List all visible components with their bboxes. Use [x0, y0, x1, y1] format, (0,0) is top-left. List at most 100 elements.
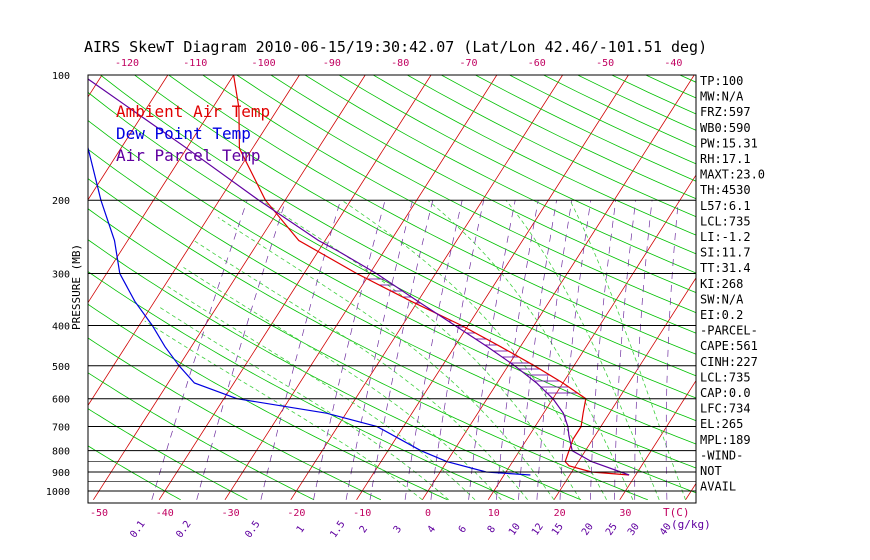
isotherm-line — [356, 75, 629, 501]
mixing-ratio-line — [559, 200, 592, 500]
dry-adiabat-line — [88, 408, 248, 501]
bottom-temp-tick: 0 — [425, 508, 431, 519]
stats-item: LI:-1.2 — [700, 230, 751, 244]
dry-adiabat-line — [134, 75, 696, 377]
legend-entry: Dew Point Temp — [116, 124, 251, 143]
mixing-ratio-line — [496, 200, 539, 500]
moist-adiabat-line — [165, 284, 476, 501]
stats-item: TH:4530 — [700, 183, 751, 197]
mixing-ratio-line — [313, 200, 386, 500]
dry-adiabat-line — [88, 445, 181, 501]
bottom-temp-tick: 10 — [488, 508, 500, 519]
parcel-temp-line — [88, 78, 630, 476]
pressure-tick-label: 200 — [52, 196, 70, 207]
dry-adiabat-line — [441, 75, 696, 200]
dry-adiabat-line — [338, 75, 696, 255]
stats-item: RH:17.1 — [700, 152, 751, 166]
isotherm-line — [619, 379, 696, 501]
pressure-tick-label: 300 — [52, 269, 70, 280]
pressure-tick-label: 600 — [52, 395, 70, 406]
stats-item: CAP:0.0 — [700, 386, 751, 400]
mixing-ratio-label: 0.5 — [243, 519, 262, 540]
mixing-ratio-line — [665, 200, 679, 500]
mixing-ratio-label: 30 — [626, 521, 642, 537]
mixing-ratio-label: 8 — [486, 524, 498, 535]
stats-item: SI:11.7 — [700, 246, 751, 260]
moist-adiabat-line — [217, 217, 555, 501]
stats-item: CAPE:561 — [700, 339, 758, 353]
isotherm-line — [88, 75, 235, 304]
top-temp-tick: -90 — [323, 58, 341, 69]
stats-item: -PARCEL- — [700, 324, 758, 338]
stats-item: MPL:189 — [700, 433, 751, 447]
mixing-ratio-label: 3 — [392, 524, 404, 535]
mixing-ratio-label: 20 — [580, 521, 596, 537]
pressure-tick-label: 900 — [52, 468, 70, 479]
stats-item: WB0:590 — [700, 121, 751, 135]
stats-item: TT:31.4 — [700, 261, 751, 275]
dry-adiabat-line — [88, 239, 582, 501]
dry-adiabat-line — [475, 75, 696, 182]
bottom-temp-tick: -20 — [287, 508, 305, 519]
pressure-tick-label: 700 — [52, 423, 70, 434]
mixing-ratio-label: 0.2 — [174, 519, 193, 540]
mixing-ratio-line — [404, 200, 463, 500]
mixing-ratio-line — [590, 200, 617, 500]
stats-item: PW:15.31 — [700, 136, 758, 150]
pressure-tick-label: 400 — [52, 321, 70, 332]
plot-border — [87, 74, 697, 504]
mixing-ratio-line — [196, 200, 287, 500]
dry-adiabat-line — [88, 208, 648, 501]
mixing-ratio-label: 25 — [604, 521, 620, 537]
moist-adiabat-line — [505, 199, 660, 500]
stats-item: KI:268 — [700, 277, 743, 291]
isotherm-line — [88, 75, 300, 407]
legend: Ambient Air Temp Dew Point Temp Air Parcel… — [116, 102, 270, 165]
mixing-ratio-label: 12 — [530, 521, 546, 537]
dry-adiabat-line — [168, 75, 696, 355]
mixing-ratio-label: 6 — [457, 524, 469, 535]
dry-adiabat-line — [88, 178, 696, 494]
bottom-temp-tick: -40 — [156, 508, 174, 519]
dry-adiabat-line — [202, 75, 696, 334]
moist-adiabat-line — [260, 199, 581, 501]
mixing-ratio-line — [634, 200, 653, 500]
dry-adiabat-line — [304, 75, 696, 274]
x-axis-label: T(C) — [663, 506, 690, 519]
mixing-ratio-line — [430, 200, 485, 500]
moist-adiabat-line — [427, 199, 634, 500]
dry-adiabat-line — [236, 75, 696, 314]
legend-entry: Ambient Air Temp — [116, 102, 270, 121]
top-temp-tick: -100 — [252, 58, 276, 69]
mixing-ratio-label: 1 — [295, 524, 307, 535]
top-temp-tick: -80 — [391, 58, 409, 69]
dry-adiabat-line — [407, 75, 696, 218]
stats-item: AVAIL — [700, 480, 736, 494]
chart-title: AIRS SkewT Diagram 2010-06-15/19:30:42.0… — [84, 38, 707, 56]
stats-item: MW:N/A — [700, 90, 744, 104]
top-temp-tick: -40 — [664, 58, 682, 69]
stats-item: MAXT:23.0 — [700, 168, 765, 182]
stats-item: LFC:734 — [700, 402, 751, 416]
isotherm-line — [224, 75, 498, 501]
mixing-ratio-line — [468, 200, 516, 500]
top-temp-tick: -110 — [183, 58, 207, 69]
pressure-tick-label: 100 — [52, 71, 70, 82]
pressure-tick-label: 500 — [52, 362, 70, 373]
stats-item: -WIND- — [700, 448, 743, 462]
moist-adiabat-line — [158, 306, 449, 501]
ambient-temp-line — [233, 75, 630, 476]
stats-item: EI:0.2 — [700, 308, 743, 322]
stats-item: NOT — [700, 464, 722, 478]
stats-item: EL:265 — [700, 417, 743, 431]
mixing-ratio-line — [260, 200, 341, 500]
moist-adiabat-line — [193, 240, 528, 501]
legend-entry: Air Parcel Temp — [116, 146, 261, 165]
isotherm-line — [158, 75, 432, 501]
mixing-ratio-line — [536, 200, 573, 500]
top-temp-tick: -120 — [115, 58, 139, 69]
bottom-temp-tick: 20 — [554, 508, 566, 519]
y-axis-label: PRESSURE (MB) — [70, 244, 83, 330]
